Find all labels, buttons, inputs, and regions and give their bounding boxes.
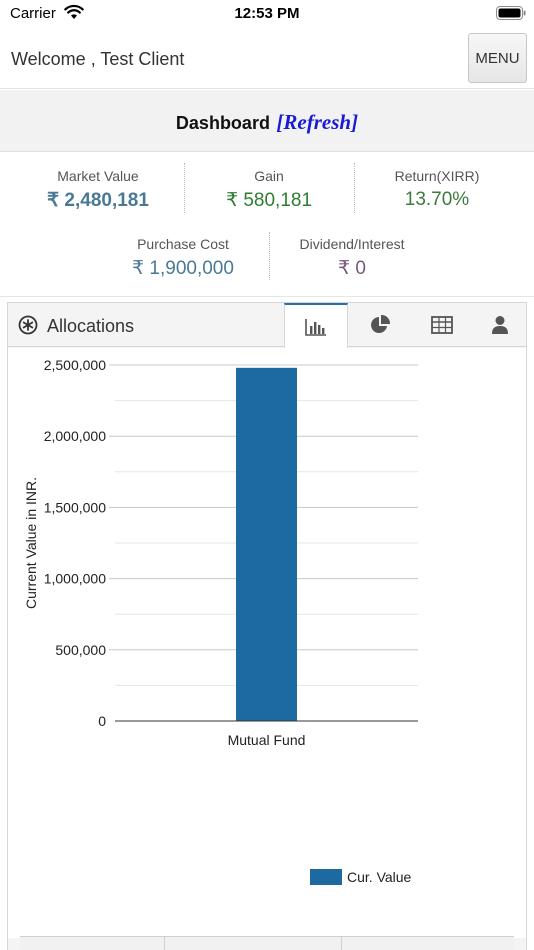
welcome-text: Welcome , Test Client — [11, 49, 185, 69]
dividend-value: ₹ 0 — [338, 258, 366, 279]
stat-label: Purchase Cost — [137, 236, 229, 252]
battery-icon — [496, 6, 526, 20]
bar-chart-icon — [305, 318, 326, 336]
section-divider — [0, 296, 534, 297]
bar[interactable] — [236, 367, 297, 721]
carrier-label: Carrier — [10, 5, 56, 22]
table-header-cell — [20, 937, 165, 950]
pie-chart-icon — [371, 314, 391, 333]
stat-purchase-cost: Purchase Cost ₹ 1,900,000 — [97, 236, 269, 280]
table-header-row — [20, 936, 514, 950]
legend-swatch — [310, 869, 342, 885]
y-tick-label: 2,500,000 — [44, 357, 106, 373]
refresh-link[interactable]: [Refresh] — [276, 110, 359, 134]
allocation-bar-chart: 0 500,000 1,000,000 1,500,000 2,000,000 2,500… — [23, 357, 418, 885]
tab-bar-chart[interactable] — [284, 303, 348, 348]
y-tick-label: 0 — [98, 713, 106, 729]
tab-pie-chart[interactable] — [348, 303, 412, 347]
stat-gain: Gain ₹ 580,181 — [184, 168, 354, 212]
allocations-panel: Allocations — [7, 302, 527, 950]
status-bar: Carrier 12:53 PM — [0, 0, 534, 30]
y-tick-label: 1,500,000 — [44, 499, 106, 515]
y-tick-label: 2,000,000 — [44, 428, 106, 444]
clock: 12:53 PM — [234, 5, 300, 22]
stat-dividend: Dividend/Interest ₹ 0 — [269, 236, 435, 280]
table-header-cell — [165, 937, 342, 950]
panel-title: Allocations — [47, 316, 135, 336]
gain-value: ₹ 580,181 — [225, 190, 313, 211]
panel-header: Allocations — [8, 303, 526, 348]
tab-user[interactable] — [468, 303, 532, 347]
return-value: 13.70% — [404, 189, 470, 210]
chart-legend: Cur. Value — [310, 869, 412, 885]
menu-button[interactable]: MENU — [468, 33, 527, 83]
asterisk-circle-icon — [18, 315, 38, 335]
divider — [184, 163, 185, 213]
purchase-cost-value: ₹ 1,900,000 — [132, 258, 234, 279]
page-title: Dashboard — [175, 113, 270, 133]
divider — [354, 163, 355, 213]
stat-return: Return(XIRR) 13.70% — [354, 168, 520, 211]
user-icon — [492, 316, 508, 334]
tab-table[interactable] — [410, 303, 474, 347]
table-icon — [431, 316, 453, 334]
divider — [269, 232, 270, 280]
y-axis-label: Current Value in INR. — [23, 477, 39, 609]
stat-label: Market Value — [57, 168, 139, 184]
dashboard-bar: Dashboard [Refresh] — [0, 90, 534, 152]
table-header-cell — [342, 937, 514, 950]
wifi-icon — [64, 4, 84, 19]
legend-label: Cur. Value — [347, 869, 412, 885]
app-header: Welcome , Test Client MENU — [0, 30, 534, 89]
x-category-label: Mutual Fund — [228, 732, 306, 748]
chart-area: 0 500,000 1,000,000 1,500,000 2,000,000 2,500… — [8, 348, 526, 938]
y-tick-label: 1,000,000 — [44, 571, 106, 587]
stat-market-value: Market Value ₹ 2,480,181 — [12, 168, 184, 212]
y-tick-label: 500,000 — [55, 642, 106, 658]
market-value: ₹ 2,480,181 — [47, 190, 149, 211]
stat-label: Gain — [254, 168, 284, 184]
stat-label: Return(XIRR) — [394, 168, 480, 184]
stat-label: Dividend/Interest — [299, 236, 405, 252]
